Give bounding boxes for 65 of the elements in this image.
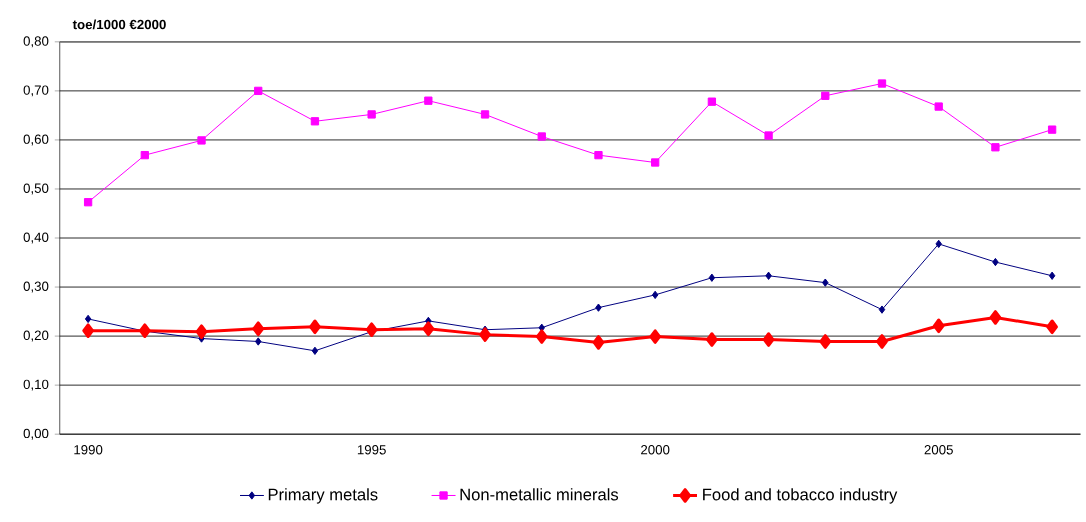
point xyxy=(935,239,942,249)
y-axis-title: toe/1000 €2000 xyxy=(72,19,166,30)
point xyxy=(878,305,886,314)
point xyxy=(422,321,435,337)
point xyxy=(537,132,546,141)
point xyxy=(254,337,262,346)
point xyxy=(706,332,718,347)
point xyxy=(252,321,265,337)
point xyxy=(195,324,208,340)
point xyxy=(367,110,376,119)
point xyxy=(480,110,490,119)
point xyxy=(1046,319,1058,335)
point xyxy=(365,322,378,338)
point xyxy=(424,96,433,105)
point xyxy=(707,97,717,106)
x-tick-label: 2005 xyxy=(924,445,953,455)
point xyxy=(932,318,945,334)
x-tick-label: 2000 xyxy=(641,445,670,455)
point xyxy=(877,79,887,88)
point xyxy=(254,86,263,96)
y-tick-label: 0,80 xyxy=(23,36,49,48)
point xyxy=(82,323,94,339)
x-tick-label: 1995 xyxy=(357,445,386,455)
point xyxy=(819,334,832,349)
y-tick-label: 0,20 xyxy=(23,330,49,342)
point xyxy=(83,198,93,207)
point xyxy=(140,151,149,160)
y-tick-label: 0,50 xyxy=(23,183,49,195)
point xyxy=(989,310,1002,325)
x-tick-label: 1990 xyxy=(74,445,103,455)
point xyxy=(934,102,943,111)
point xyxy=(138,323,151,339)
point xyxy=(708,273,716,282)
point xyxy=(594,151,603,160)
legend-label: Primary metals xyxy=(268,488,378,504)
point xyxy=(592,335,605,350)
y-tick-label: 0,70 xyxy=(23,85,49,97)
legend-label: Non-metallic minerals xyxy=(460,488,619,501)
point xyxy=(876,334,888,349)
y-tick-label: 0,10 xyxy=(23,379,49,391)
point xyxy=(84,314,92,324)
y-tick-label: 0,00 xyxy=(23,428,49,440)
point xyxy=(765,271,772,281)
point xyxy=(479,327,491,343)
point xyxy=(651,290,659,300)
y-tick-label: 0,30 xyxy=(23,281,49,293)
point xyxy=(197,136,206,145)
point xyxy=(595,303,602,312)
point xyxy=(311,346,319,356)
point xyxy=(649,329,662,344)
point xyxy=(764,131,773,140)
point xyxy=(821,91,830,101)
point xyxy=(309,319,321,335)
point xyxy=(310,117,320,126)
point xyxy=(822,278,829,287)
point xyxy=(1048,271,1056,281)
legend-label: Food and tobacco industry xyxy=(703,488,898,504)
point xyxy=(651,158,660,167)
point xyxy=(535,329,548,344)
point xyxy=(1047,125,1057,134)
y-tick-label: 0,60 xyxy=(23,134,49,146)
point xyxy=(991,143,1000,152)
point xyxy=(762,332,775,347)
point xyxy=(992,257,999,267)
y-tick-label: 0,40 xyxy=(23,232,49,244)
